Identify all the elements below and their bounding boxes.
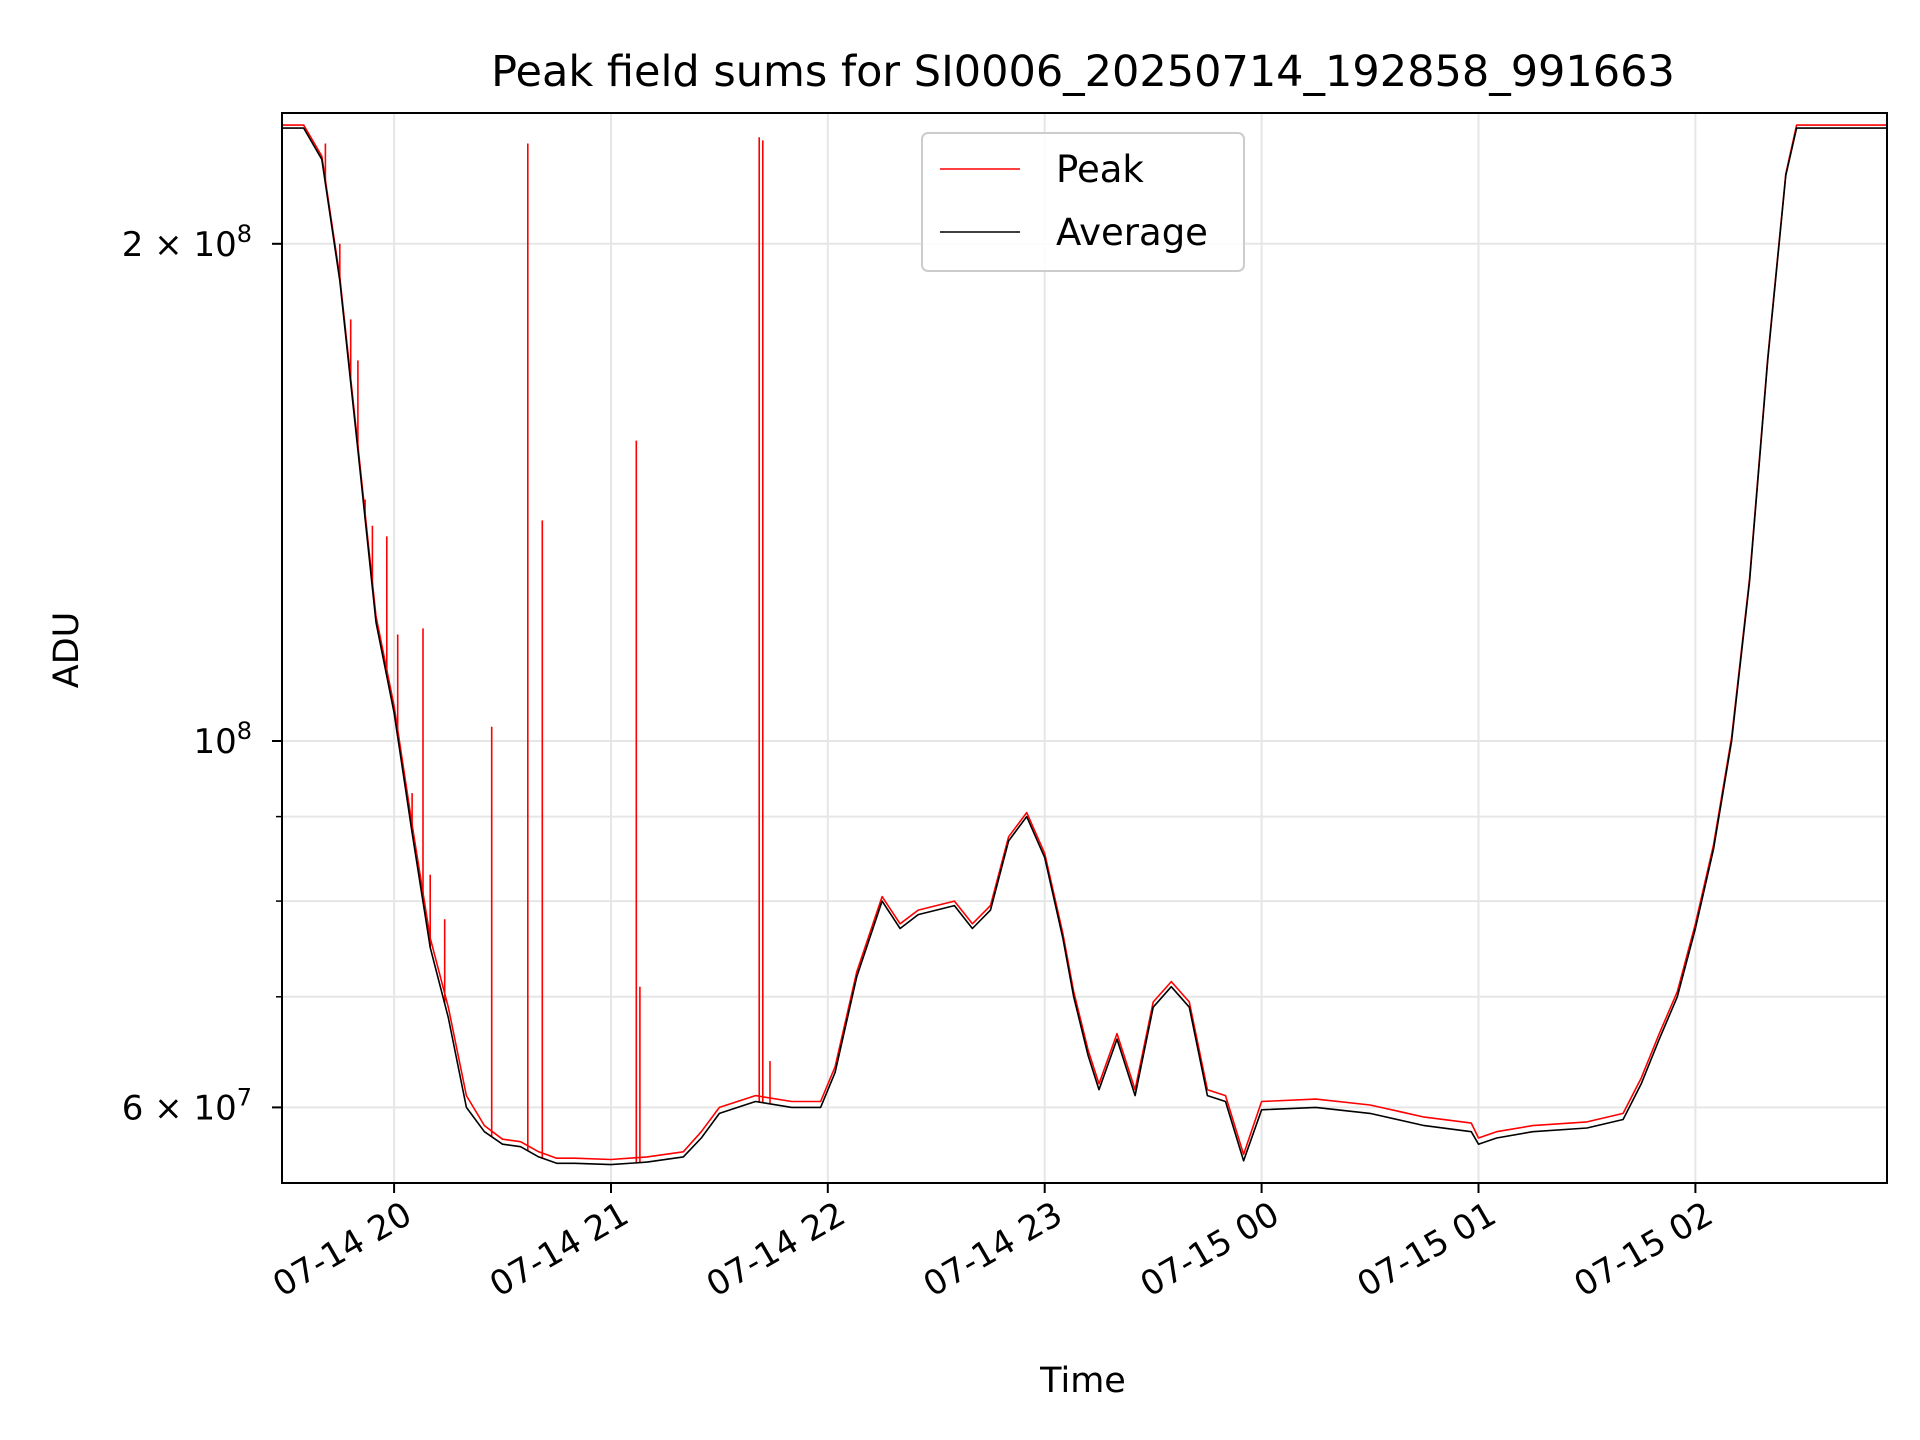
y-tick-label: 2 × 108 (122, 220, 252, 265)
legend-label-peak: Peak (1056, 148, 1144, 191)
series-line-peak (282, 124, 1887, 1161)
axes-frame (281, 112, 1888, 1184)
y-axis-ticks: 108 2 × 108 6 × 107 (122, 220, 282, 1128)
grid-lines (282, 113, 1887, 1183)
legend-box (921, 132, 1245, 272)
y-axis-label: ADU (47, 612, 87, 689)
series-line-average (282, 127, 1887, 1166)
y-tick-label: 6 × 107 (122, 1083, 252, 1128)
legend-label-average: Average (1056, 211, 1208, 254)
chart-title: Peak field sums for SI0006_20250714_1928… (491, 47, 1675, 97)
y-tick-label: 108 (193, 717, 252, 762)
x-axis-label: Time (1039, 1361, 1126, 1401)
series-group (282, 124, 1887, 1166)
legend: Peak Average (921, 132, 1245, 272)
